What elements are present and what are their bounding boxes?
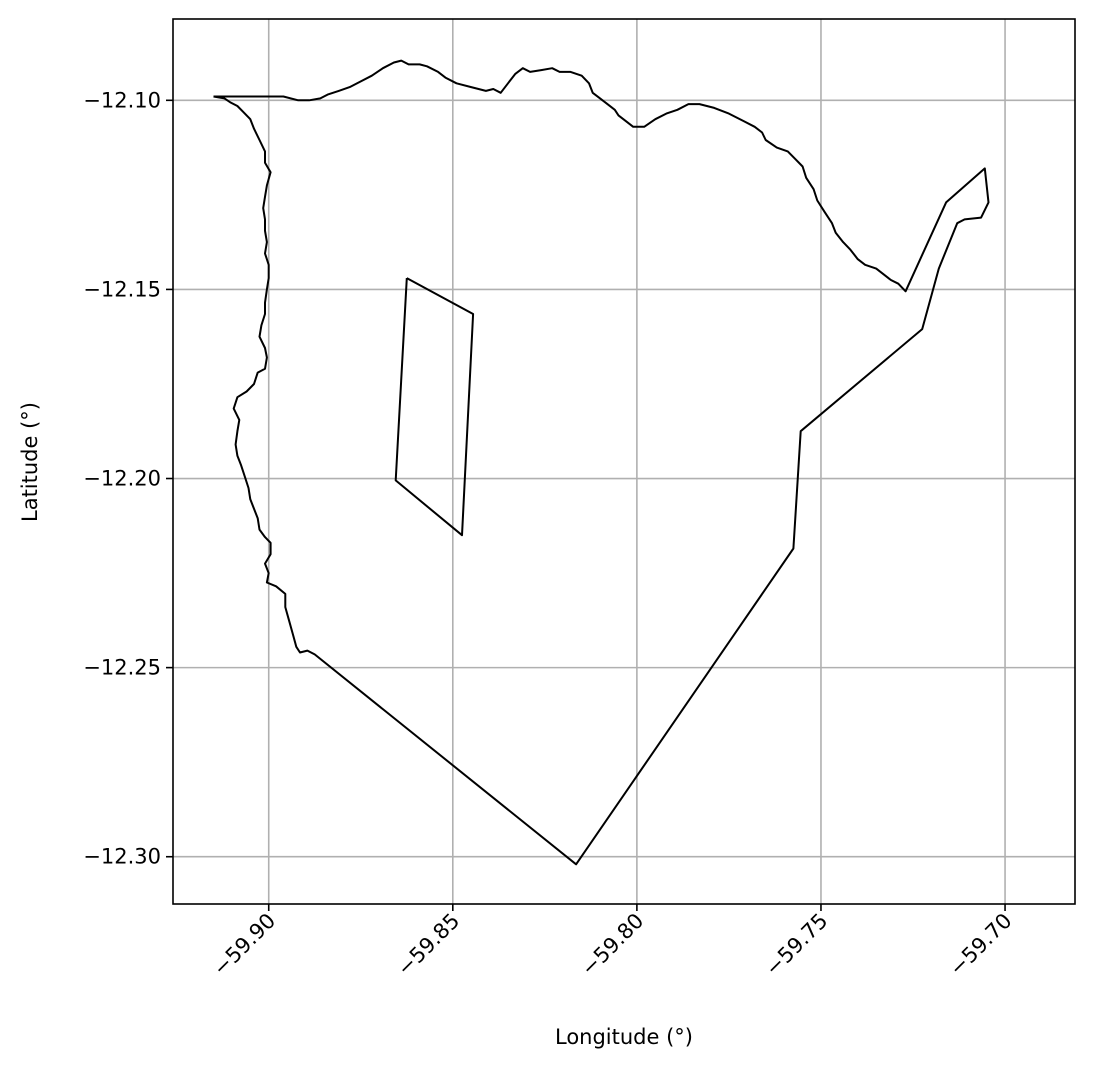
y-tick-label: −12.20 <box>83 467 161 491</box>
y-axis-label: Latitude (°) <box>18 402 42 522</box>
x-axis-label: Longitude (°) <box>555 1025 693 1049</box>
inner-boundary-line <box>394 277 475 537</box>
x-tick-label: −59.75 <box>761 909 833 981</box>
x-tick-label: −59.80 <box>576 909 648 981</box>
y-tick-label: −12.25 <box>83 656 161 680</box>
y-tick-label: −12.30 <box>83 845 161 869</box>
x-tick-label: −59.70 <box>945 909 1017 981</box>
x-tick-label: −59.90 <box>208 909 280 981</box>
axis-ticks: −59.90 −59.85 −59.80 −59.75 −59.70 −12.10 −12.… <box>83 88 1016 980</box>
x-tick-label: −59.85 <box>392 909 464 981</box>
y-tick-label: −12.10 <box>83 88 161 112</box>
y-tick-label: −12.15 <box>83 277 161 301</box>
outer-boundary-line <box>213 59 990 866</box>
boundary-shapes <box>213 59 990 866</box>
grid-lines <box>173 19 1075 904</box>
plot-frame <box>172 18 1076 905</box>
